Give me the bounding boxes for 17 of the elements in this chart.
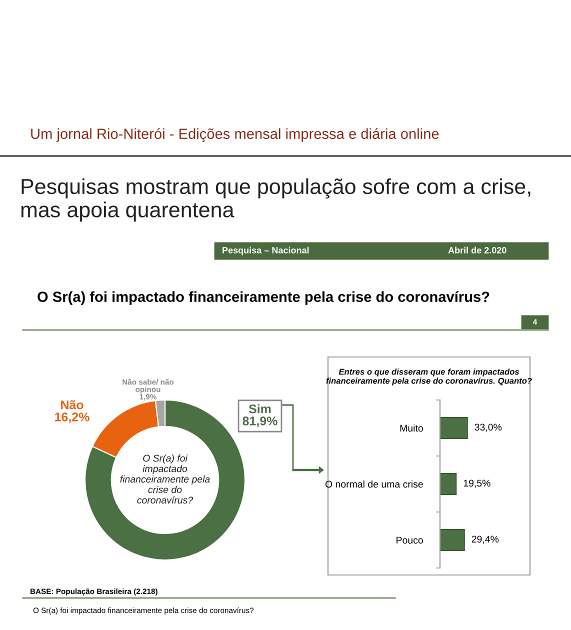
text: Pesquisa – Nacional: [222, 246, 309, 256]
data-label: 81,9%: [242, 416, 278, 428]
data-label: 33,0%: [474, 424, 502, 432]
y-tick-label: Pouco: [396, 536, 423, 544]
text: O Sr(a) foi impactado financeiramente pela crise do coronavírus?: [120, 454, 210, 504]
text: Abril de 2.020: [448, 246, 506, 254]
chart-title: Pesquisas mostram que população sofre com a crise, mas apoia quarentena: [21, 178, 530, 222]
data-label: 19,5%: [464, 480, 490, 488]
chart-title: Entres o que disseram que foram impactados financeiramente pela crise do coronavírus. Quanto?: [326, 368, 532, 386]
data-label: 29,4%: [472, 536, 499, 544]
text: Um jornal Rio-Niterói - Edições mensal impressa e diária online: [31, 128, 439, 142]
y-tick-label: O normal de uma crise: [325, 480, 423, 488]
y-tick-label: Muito: [400, 424, 423, 432]
slice-label: Sim: [248, 404, 271, 414]
data-label: 16,2%: [55, 412, 90, 424]
chart-subtitle: O Sr(a) foi impactado financeiramente pela crise do coronavírus?: [38, 291, 490, 305]
slice-label: Não: [61, 400, 84, 410]
